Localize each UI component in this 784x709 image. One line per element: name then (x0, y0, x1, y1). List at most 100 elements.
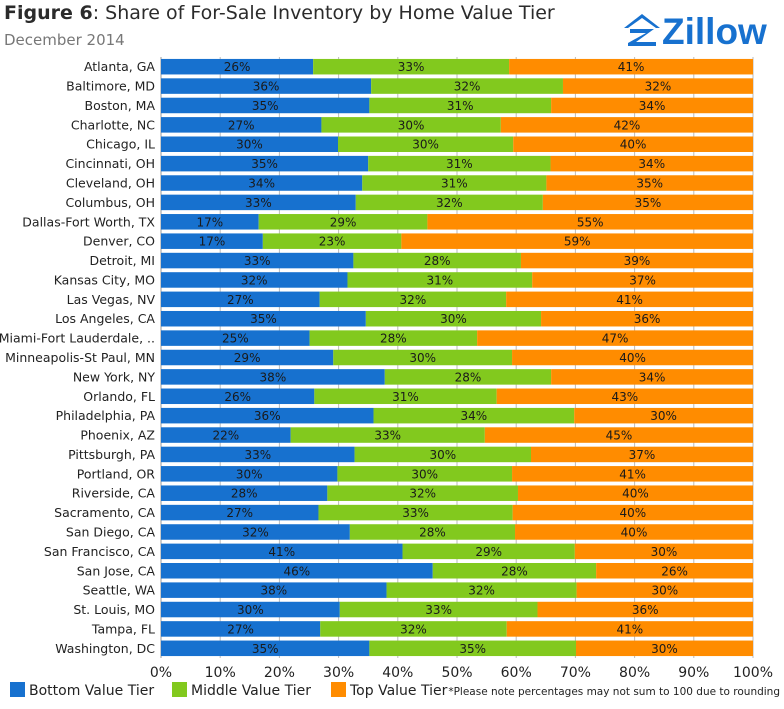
bar-data-label: 30% (398, 118, 425, 132)
bar-data-label: 34% (639, 99, 666, 113)
bar-segment-middle (347, 272, 533, 288)
zillow-logo-text: Zillow (662, 11, 767, 50)
bar-data-label: 34% (639, 370, 666, 384)
bar-segment-bottom (161, 466, 338, 482)
bar-segment-top (513, 136, 753, 152)
bar-data-label: 35% (252, 642, 279, 656)
category-labels: Atlanta, GA Baltimore, MD Boston, MA Charlo… (0, 59, 155, 656)
legend-item-middle: Middle Value Tier (172, 682, 311, 699)
bar-segment-middle (338, 136, 514, 152)
chart-legend: Bottom Value Tier Middle Value Tier Top … (10, 682, 784, 704)
bar-data-label: 30% (651, 642, 678, 656)
bar-data-label: 22% (212, 429, 239, 443)
bar-segment-top (575, 640, 753, 657)
category-label: Dallas-Fort Worth, TX (22, 214, 155, 229)
bar-data-label: 37% (629, 448, 656, 462)
bar-data-label: 34% (638, 157, 665, 171)
bar-segment-top (574, 407, 753, 424)
bar-segment-middle (354, 446, 531, 463)
bar-segment-top (532, 272, 753, 288)
bar-segment-bottom (161, 214, 259, 230)
bar-segment-middle (321, 117, 501, 133)
bar-data-label: 29% (475, 545, 502, 559)
bar-segment-top (551, 97, 753, 114)
bar-data-label: 27% (227, 293, 254, 307)
legend-label-bottom: Bottom Value Tier (29, 683, 155, 699)
bar-segment-top (551, 369, 753, 385)
bar-data-label: 33% (374, 429, 401, 443)
bar-data-label: 30% (236, 138, 263, 152)
bar-segment-middle (349, 524, 516, 540)
bar-data-label: 26% (224, 60, 251, 74)
bar-data-label: 38% (260, 370, 287, 384)
bar-segment-bottom (161, 543, 403, 560)
bar-data-label: 36% (634, 312, 661, 326)
category-label: Washington, DC (55, 641, 155, 656)
category-label: Los Angeles, CA (55, 311, 155, 326)
bar-segment-bottom (161, 349, 334, 366)
category-label: Columbus, OH (65, 195, 155, 210)
category-label: Baltimore, MD (66, 79, 155, 94)
bar-segment-top (574, 543, 753, 560)
x-tick-label: 10% (205, 665, 236, 681)
bar-data-label: 41% (268, 545, 295, 559)
bar-data-label: 41% (616, 293, 643, 307)
bar-segment-middle (362, 175, 547, 191)
bar-segment-middle (258, 214, 428, 230)
category-label: San Francisco, CA (44, 544, 156, 559)
x-tick-label: 60% (501, 665, 532, 681)
bar-data-label: 27% (227, 622, 254, 636)
bar-data-label: 33% (244, 254, 271, 268)
bar-data-label: 32% (409, 487, 436, 501)
bar-segment-top (484, 427, 753, 443)
bar-segment-top (509, 58, 753, 75)
bar-data-label: 23% (319, 235, 346, 249)
bar-segment-bottom (161, 330, 310, 346)
zillow-house-icon (624, 14, 660, 46)
zillow-logo: Zillow (624, 11, 767, 50)
bar-segment-bottom (161, 58, 314, 75)
bar-data-label: 32% (454, 80, 481, 94)
x-tick-label: 90% (678, 665, 709, 681)
category-label: Pittsburgh, PA (68, 447, 155, 462)
bar-data-label: 40% (621, 525, 648, 539)
bar-data-label: 30% (651, 584, 678, 598)
bar-data-label: 27% (226, 506, 253, 520)
bar-data-label: 32% (241, 273, 268, 287)
bar-data-label: 31% (447, 99, 474, 113)
category-label: Denver, CO (83, 234, 155, 249)
bar-segment-middle (314, 388, 497, 405)
bar-segment-middle (337, 466, 513, 482)
bar-data-label: 40% (619, 351, 646, 365)
bar-segment-bottom (161, 97, 370, 114)
bar-segment-middle (309, 330, 478, 346)
bar-data-label: 36% (253, 80, 280, 94)
bar-data-label: 45% (606, 429, 633, 443)
bar-segment-top (515, 524, 753, 540)
bar-data-label: 59% (564, 235, 591, 249)
bar-segment-bottom (161, 446, 355, 463)
bar-segment-middle (327, 485, 518, 501)
bar-data-label: 28% (380, 332, 407, 346)
bar-data-label: 35% (252, 99, 279, 113)
bar-segment-bottom (161, 563, 433, 579)
bar-segment-middle (386, 582, 577, 598)
bar-segment-middle (369, 640, 576, 657)
bar-segment-middle (369, 97, 552, 114)
x-tick-label: 50% (441, 665, 472, 681)
bar-data-label: 30% (429, 448, 456, 462)
bar-segment-bottom (161, 136, 339, 152)
bar-data-label: 40% (620, 138, 647, 152)
bar-data-label: 26% (224, 390, 251, 404)
bar-segment-bottom (161, 117, 322, 133)
bar-data-label: 30% (237, 603, 264, 617)
bar-data-label: 38% (260, 584, 287, 598)
bar-data-label: 32% (436, 196, 463, 210)
bar-data-label: 40% (622, 487, 649, 501)
bar-segment-top (500, 117, 753, 133)
bar-data-label: 28% (419, 525, 446, 539)
bar-segment-middle (432, 563, 597, 579)
bar-data-label: 35% (250, 312, 277, 326)
category-label: St. Louis, MO (73, 602, 155, 617)
legend-swatch-top (331, 682, 346, 697)
